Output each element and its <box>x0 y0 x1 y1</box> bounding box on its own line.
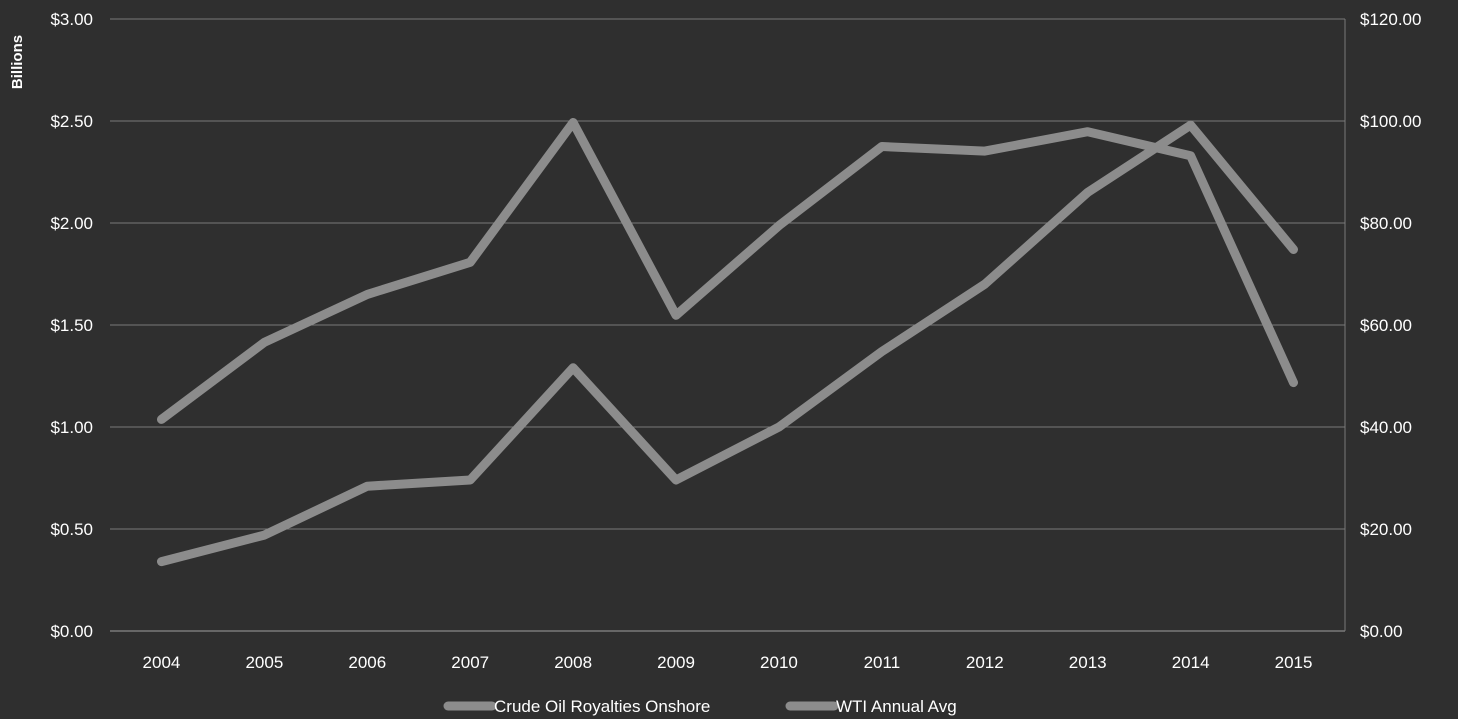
data-point <box>982 282 987 287</box>
x-tick-label: 2006 <box>348 653 386 672</box>
data-point <box>1188 123 1193 128</box>
y-right-tick-label: $80.00 <box>1360 214 1412 233</box>
y-right-tick-label: $120.00 <box>1360 10 1421 29</box>
y-left-tick-label: $0.00 <box>50 622 93 641</box>
series-line-1 <box>157 120 1298 567</box>
series-line-2 <box>157 118 1298 424</box>
data-point <box>1188 153 1193 158</box>
data-point <box>468 478 473 483</box>
x-tick-label: 2013 <box>1069 653 1107 672</box>
data-point <box>1291 380 1296 385</box>
legend-label: WTI Annual Avg <box>836 697 957 716</box>
data-point <box>571 120 576 125</box>
gridlines <box>110 18 1345 530</box>
x-tick-label: 2012 <box>966 653 1004 672</box>
data-point <box>365 484 370 489</box>
legend: Crude Oil Royalties Onshore WTI Annual Av… <box>443 697 957 716</box>
data-point <box>1085 190 1090 195</box>
data-point <box>159 417 164 422</box>
data-point <box>674 313 679 318</box>
x-tick-label: 2007 <box>451 653 489 672</box>
y-left-tick-label: $2.50 <box>50 112 93 131</box>
x-tick-label: 2011 <box>864 653 901 672</box>
x-tick-label: 2010 <box>760 653 798 672</box>
y-right-tick-label: $100.00 <box>1360 112 1421 131</box>
data-point <box>776 425 781 429</box>
y-left-tick-label: $2.00 <box>50 214 93 233</box>
y-right-tick-label: $40.00 <box>1360 418 1412 437</box>
data-point <box>674 478 679 483</box>
axes: $0.00 $0.50 $1.00 $1.50 $2.00 $2.50 $3.00 $0.00… <box>50 10 1421 672</box>
data-point <box>262 340 267 345</box>
data-point <box>365 292 370 297</box>
data-point <box>571 365 576 370</box>
data-point <box>1085 129 1090 134</box>
y-left-axis-label: Billions <box>9 35 26 89</box>
y-left-tick-label: $1.50 <box>50 316 93 335</box>
x-tick-label: 2014 <box>1172 653 1210 672</box>
data-point <box>262 533 267 538</box>
y-right-tick-label: $60.00 <box>1360 316 1412 335</box>
legend-label: Crude Oil Royalties Onshore <box>494 697 710 716</box>
x-tick-label: 2008 <box>554 653 592 672</box>
data-point <box>879 144 884 149</box>
y-left-tick-label: $3.00 <box>50 10 93 29</box>
x-tick-label: 2005 <box>245 653 283 672</box>
data-point <box>159 559 164 564</box>
y-right-tick-label: $20.00 <box>1360 520 1412 539</box>
series <box>157 118 1298 567</box>
data-point <box>468 260 473 265</box>
y-left-tick-label: $0.50 <box>50 520 93 539</box>
data-point <box>776 223 781 228</box>
y-right-tick-label: $0.00 <box>1360 622 1403 641</box>
x-tick-label: 2015 <box>1275 653 1313 672</box>
data-point <box>982 149 987 154</box>
data-point <box>1291 247 1296 252</box>
y-left-tick-label: $1.00 <box>50 418 93 437</box>
x-tick-label: 2004 <box>143 653 181 672</box>
x-tick-label: 2009 <box>657 653 695 672</box>
data-point <box>879 349 884 354</box>
